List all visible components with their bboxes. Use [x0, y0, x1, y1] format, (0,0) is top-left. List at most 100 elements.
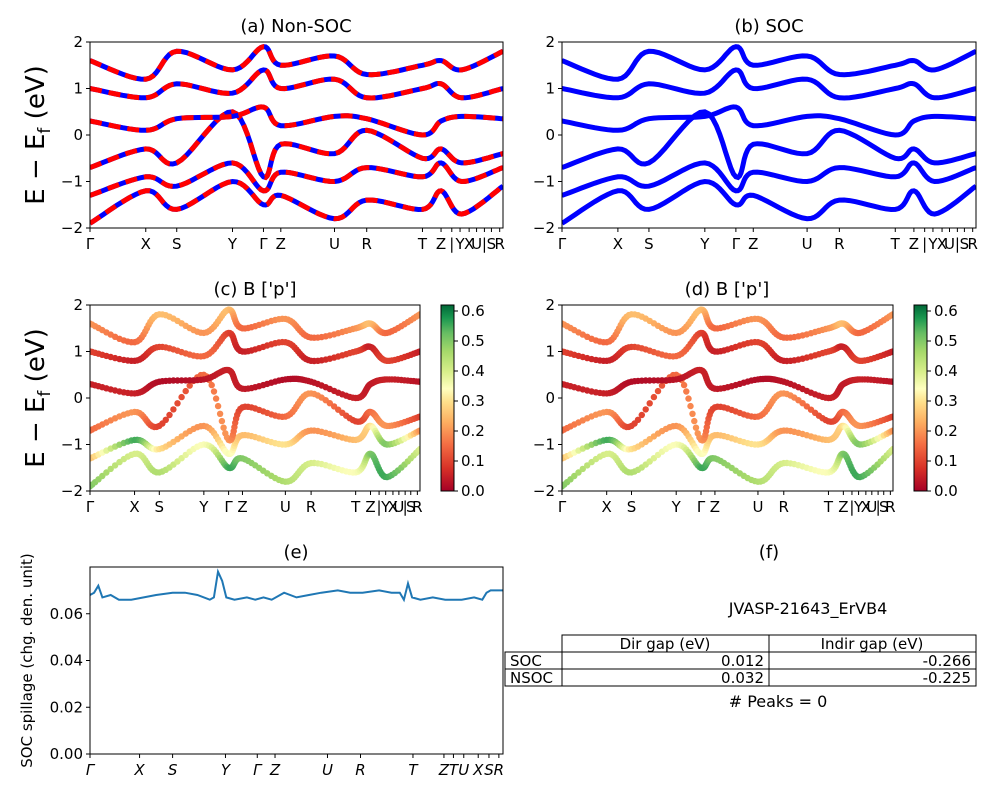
x-tick-label: Γ — [259, 235, 268, 253]
x-tick-label: U — [944, 235, 955, 253]
x-tick-label: Y — [454, 235, 465, 253]
band-line-red-dashed — [90, 44, 503, 82]
x-tick-label: Z — [237, 498, 247, 516]
panel-f-title: (f) — [759, 542, 779, 563]
x-tick-label: R — [834, 235, 844, 253]
band-point — [889, 427, 893, 434]
y-tick-label: −1 — [61, 436, 83, 454]
band-point — [170, 406, 177, 413]
x-tick-label: Γ — [732, 235, 741, 253]
peaks-label: # Peaks = 0 — [729, 692, 828, 711]
x-tick-label: | — [876, 498, 881, 516]
x-tick-label: X — [613, 235, 623, 253]
x-tick-label: | — [955, 235, 960, 253]
x-tick-label: Z — [838, 498, 848, 516]
x-tick-label: Z — [909, 235, 919, 253]
colorbar-tick-label: 0.4 — [934, 362, 958, 380]
band-line — [562, 104, 976, 138]
band-line-red-dashed — [90, 178, 503, 226]
x-tick-label: Γ — [558, 498, 567, 516]
y-tick-label: −1 — [533, 436, 555, 454]
x-tick-label: X — [141, 235, 151, 253]
colorbar-tick-label: 0.0 — [934, 482, 958, 500]
panel-c-title: (c) B ['p'] — [213, 279, 296, 300]
x-tick-label: S — [168, 761, 178, 779]
spillage-line — [90, 568, 503, 603]
x-tick-label: Y — [699, 235, 710, 253]
y-tick-label: 0.04 — [50, 652, 83, 670]
band-line — [562, 109, 976, 181]
y-tick-label: −2 — [533, 219, 555, 237]
band-point — [416, 445, 420, 453]
x-tick-label: Y — [853, 498, 864, 516]
panel-b-soc-bands: 210−1−2Γ X S Y Γ Z U R T Z | Y XU | SR — [533, 33, 978, 253]
x-tick-label: U — [458, 761, 469, 779]
panel-a-nonsoc-bands: 210−1−2Γ X S Y Γ Z U R T Z | Y XU | SR — [61, 33, 505, 253]
x-tick-label: R — [412, 498, 422, 516]
band-point — [689, 410, 696, 417]
band-point — [103, 469, 110, 476]
x-tick-label: Z — [269, 761, 281, 779]
y-tick-label: 1 — [545, 80, 555, 98]
y-tick-label: 0 — [545, 389, 555, 407]
band-line-blue — [90, 178, 503, 226]
x-tick-label: | — [922, 235, 927, 253]
band-point — [210, 388, 218, 395]
colorbar-tick-label: 0.5 — [934, 332, 958, 350]
y-tick-label: −1 — [533, 173, 555, 191]
x-tick-label: Y — [671, 498, 682, 516]
x-tick-label: X — [602, 498, 612, 516]
band-point — [584, 462, 591, 469]
band-point — [111, 462, 119, 469]
band-point — [416, 427, 420, 434]
band-point — [218, 417, 226, 425]
x-tick-label: Z — [365, 498, 375, 516]
x-tick-label: Z — [436, 235, 446, 253]
x-tick-label: U — [280, 498, 291, 516]
band-point — [220, 424, 227, 431]
colorbar-tick-label: 0.2 — [461, 422, 485, 440]
cell-nsoc-indir: -0.225 — [923, 669, 971, 687]
x-tick-label: T — [417, 235, 428, 253]
x-tick-label: S — [172, 235, 182, 253]
x-tick-label: Γ — [224, 498, 233, 516]
x-tick-label: Y — [927, 235, 938, 253]
band-point — [162, 416, 169, 423]
x-tick-label: | — [403, 498, 408, 516]
cell-soc-indir: -0.266 — [923, 652, 971, 670]
cell-soc-dir: 0.012 — [721, 652, 764, 670]
band-point — [416, 413, 420, 420]
band-point — [646, 400, 653, 407]
band-point — [889, 311, 893, 318]
x-tick-label: Γ — [86, 761, 96, 779]
x-tick-label: Γ — [558, 235, 567, 253]
x-tick-label: R — [779, 498, 789, 516]
band-point — [178, 393, 185, 401]
panel-c-projected-bands: 210−1−2Γ X S Y Γ Z U R T Z | YXU|SR — [61, 296, 423, 516]
band-point — [212, 395, 220, 402]
colorbar-tick-label: 0.3 — [461, 392, 485, 410]
band-point — [889, 445, 893, 453]
colorbar-tick-label: 0.4 — [461, 362, 485, 380]
x-tick-label: T — [350, 498, 361, 516]
y-tick-label: −2 — [61, 482, 83, 500]
x-tick-label: R — [306, 498, 316, 516]
band-point — [107, 465, 114, 473]
colorbar-tick-label: 0.5 — [461, 332, 485, 350]
x-tick-label: Y — [198, 498, 209, 516]
x-tick-label: Γ — [253, 761, 263, 779]
y-tick-label: 0 — [545, 126, 555, 144]
band-point — [208, 381, 215, 389]
band-point — [685, 395, 692, 402]
band-point — [889, 378, 893, 385]
band-point — [575, 469, 582, 476]
panel-d-projected-bands: 210−1−2Γ X S Y Γ Z U R T Z | YXU|SR — [533, 296, 896, 516]
colorbar-tick-label: 0.6 — [934, 302, 958, 320]
band-point — [166, 411, 173, 419]
colorbar-d: 0.6 0.5 0.4 0.3 0.2 0.1 0.0 — [913, 302, 958, 500]
ylabel-middle: E − Ef (eV) — [21, 328, 55, 468]
colorbar-tick-label: 0.1 — [934, 452, 958, 470]
y-tick-label: −1 — [61, 173, 83, 191]
x-tick-label: | — [377, 498, 382, 516]
